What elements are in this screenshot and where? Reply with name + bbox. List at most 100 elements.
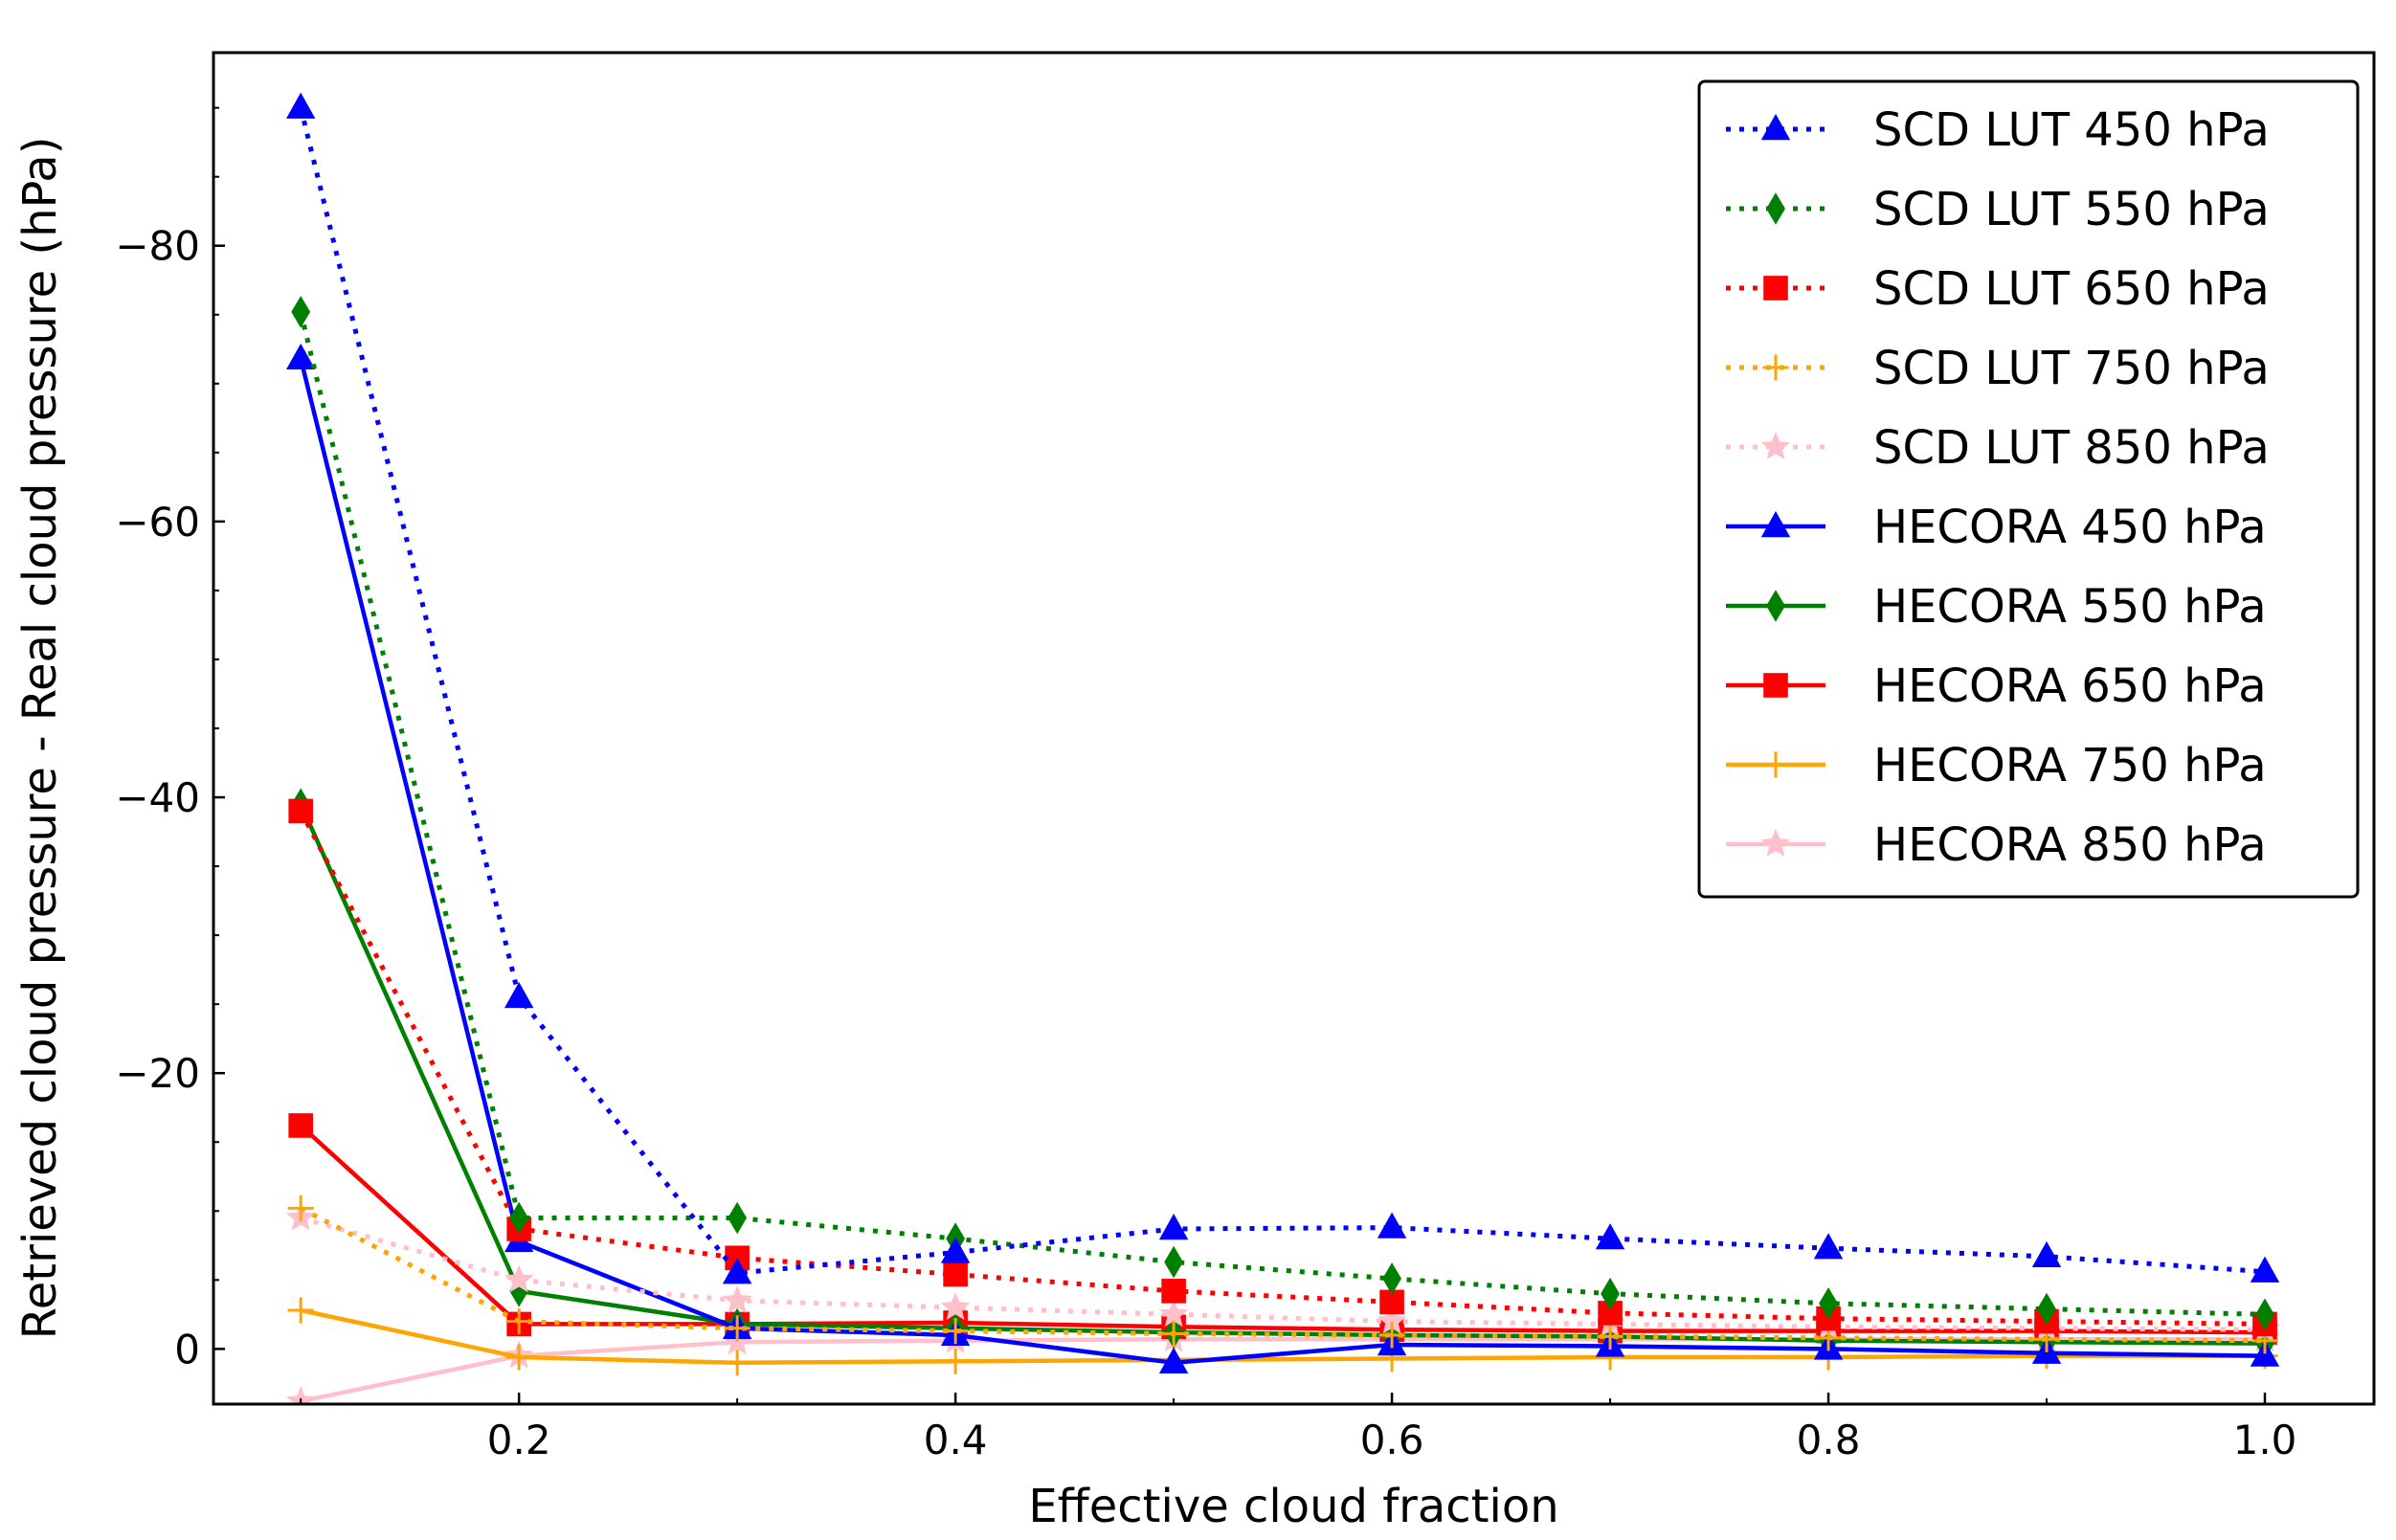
- legend-box: [1697, 79, 2360, 899]
- series-line: [300, 1307, 2265, 1366]
- data-point: [1377, 1212, 1407, 1239]
- data-point: [2031, 1240, 2062, 1268]
- data-point: [942, 1318, 969, 1345]
- x-tick-label: 0.4: [924, 1417, 988, 1463]
- data-point: [504, 1264, 534, 1293]
- legend-item: HECORA 650 hPa: [1726, 659, 2267, 713]
- y-tick-label: −20: [115, 1050, 200, 1097]
- data-point: [1158, 1347, 1189, 1373]
- y-tick-label: −40: [115, 774, 200, 821]
- series-line: [300, 1206, 2266, 1344]
- data-point: [504, 981, 534, 1009]
- legend-marker: [1760, 511, 1791, 538]
- data-point: [287, 1194, 314, 1222]
- series-line: [299, 1124, 2266, 1335]
- legend-item: HECORA 450 hPa: [1726, 501, 2267, 554]
- y-tick-label: 0: [174, 1326, 200, 1373]
- data-point: [1378, 1322, 1405, 1349]
- data-point: [288, 798, 313, 824]
- y-tick-label: −80: [115, 223, 200, 270]
- legend-item: SCD LUT 750 hPa: [1726, 342, 2270, 395]
- data-point: [722, 1284, 752, 1313]
- data-point: [1377, 1306, 1407, 1334]
- data-point: [2250, 1256, 2280, 1283]
- legend-item: SCD LUT 650 hPa: [1726, 262, 2270, 316]
- data-point: [940, 1292, 971, 1321]
- data-point: [1158, 1299, 1189, 1328]
- data-point: [1595, 1223, 1625, 1250]
- data-point: [943, 1261, 968, 1287]
- x-tick-label: 0.2: [487, 1417, 551, 1463]
- legend-item: HECORA 750 hPa: [1726, 739, 2267, 792]
- data-point: [2255, 1298, 2274, 1331]
- legend-label: SCD LUT 750 hPa: [1873, 342, 2270, 395]
- x-tick-label: 0.6: [1360, 1417, 1424, 1463]
- legend-marker: [1763, 276, 1788, 301]
- x-axis-label: Effective cloud fraction: [1028, 1480, 1558, 1533]
- data-point: [505, 1344, 532, 1371]
- series-line: [299, 358, 2266, 1366]
- data-point: [942, 1348, 969, 1374]
- series-line: [300, 1216, 2266, 1332]
- series-line: [300, 1337, 2265, 1404]
- legend-item: SCD LUT 850 hPa: [1726, 421, 2270, 475]
- y-tick-label: −60: [115, 499, 200, 546]
- y-axis-label: Retrieved cloud pressure - Real cloud pr…: [13, 137, 67, 1340]
- series-scd-lut-850-hpa: [286, 1202, 2280, 1343]
- legend-item: HECORA 550 hPa: [1726, 580, 2267, 634]
- data-point: [291, 296, 311, 328]
- series-hecora-850-hpa: [286, 1324, 2280, 1404]
- series-hecora-750-hpa: [287, 1297, 2278, 1376]
- axis-ticks: 0.2 0.4 0.6 0.8 1.0 0 −20 −40 −60 −80: [115, 106, 2297, 1463]
- legend-item: SCD LUT 550 hPa: [1726, 183, 2270, 236]
- series-scd-lut-450-hpa: [285, 92, 2280, 1284]
- data-point: [285, 343, 316, 370]
- legend-marker: [1766, 590, 1785, 622]
- legend: SCD LUT 450 hPa SCD LUT 550 hPa SCD LUT 65…: [1697, 79, 2360, 899]
- data-point: [728, 1201, 748, 1235]
- legend-label: SCD LUT 850 hPa: [1873, 421, 2270, 475]
- legend-label: HECORA 850 hPa: [1873, 818, 2267, 872]
- legend-marker: [1760, 829, 1791, 857]
- data-point: [1813, 1233, 1844, 1260]
- legend-label: SCD LUT 550 hPa: [1873, 183, 2270, 236]
- data-point: [1164, 1245, 1184, 1279]
- data-point: [724, 1350, 750, 1376]
- data-point: [509, 1201, 529, 1235]
- data-point: [1601, 1277, 1620, 1310]
- series-scd-lut-750-hpa: [287, 1194, 2278, 1354]
- data-point: [1597, 1323, 1623, 1350]
- legend-item: SCD LUT 450 hPa: [1726, 103, 2270, 157]
- legend-item: HECORA 850 hPa: [1726, 818, 2267, 872]
- legend-marker: [1760, 432, 1791, 459]
- data-point: [1161, 1279, 1186, 1304]
- legend-label: SCD LUT 650 hPa: [1873, 262, 2270, 316]
- data-point: [1382, 1262, 1402, 1295]
- legend-label: SCD LUT 450 hPa: [1873, 103, 2270, 157]
- legend-label: HECORA 550 hPa: [1873, 580, 2267, 634]
- legend-label: HECORA 650 hPa: [1873, 659, 2267, 713]
- series-scd-lut-550-hpa: [291, 296, 2274, 1331]
- legend-marker: [1766, 192, 1785, 225]
- data-point: [286, 1386, 316, 1404]
- legend-label: HECORA 750 hPa: [1873, 739, 2267, 792]
- plot-area: [285, 92, 2280, 1404]
- data-point: [288, 1113, 313, 1138]
- data-point: [1158, 1214, 1189, 1240]
- legend-marker: [1760, 114, 1791, 141]
- data-point: [287, 1297, 314, 1324]
- data-point: [2037, 1292, 2056, 1326]
- series-hecora-650-hpa: [288, 1113, 2277, 1345]
- x-tick-label: 1.0: [2233, 1417, 2297, 1463]
- legend-marker: [1762, 751, 1789, 778]
- series-line: [298, 810, 2266, 1327]
- data-point: [1160, 1320, 1187, 1348]
- legend-marker: [1763, 673, 1788, 698]
- data-point: [724, 1315, 750, 1342]
- legend-marker: [1762, 354, 1789, 381]
- legend-label: HECORA 450 hPa: [1873, 501, 2267, 554]
- data-point: [1819, 1287, 1838, 1320]
- data-point: [505, 1307, 532, 1335]
- data-point: [940, 1237, 971, 1263]
